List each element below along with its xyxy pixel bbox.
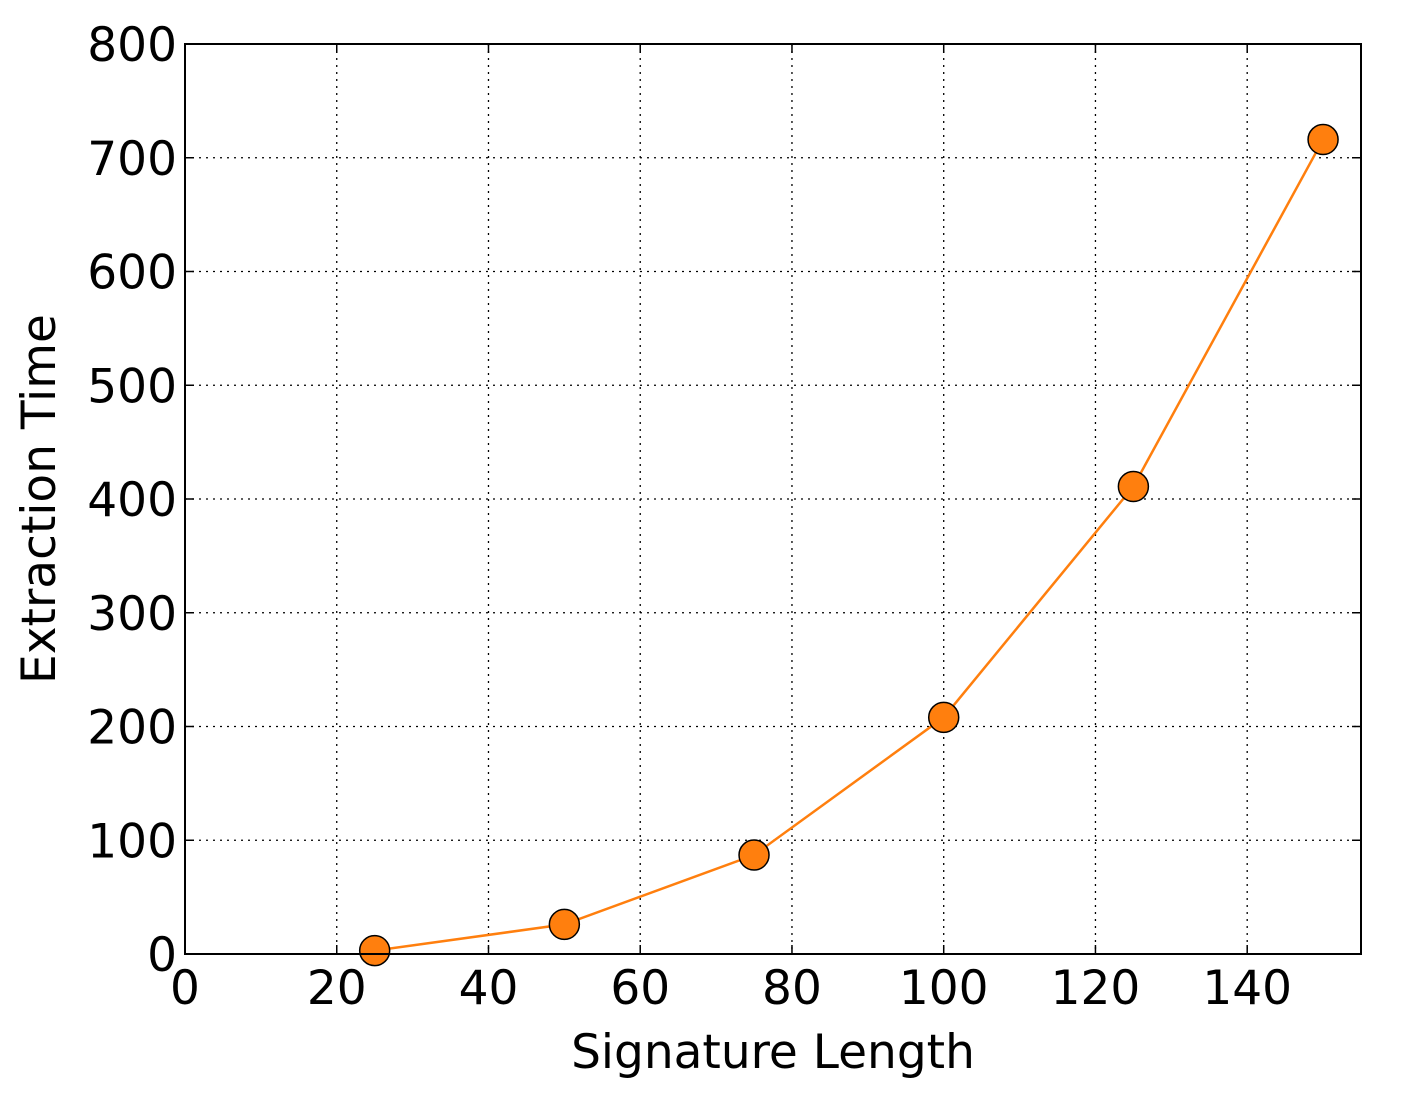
x-tick-label: 20 [307, 961, 367, 1016]
x-axis: 0 20 40 60 80 100 120 140 [170, 44, 1292, 1016]
data-point [738, 839, 770, 871]
y-tick-label: 400 [87, 473, 177, 528]
y-tick-label: 200 [87, 701, 177, 756]
x-tick-label: 0 [170, 961, 200, 1016]
grid [185, 44, 1361, 954]
data-point [927, 701, 960, 734]
y-tick-label: 100 [87, 814, 177, 869]
y-tick-label: 800 [87, 18, 177, 73]
y-axis-title: Extraction Time [12, 314, 67, 684]
x-tick-label: 140 [1202, 961, 1292, 1016]
x-tick-label: 80 [762, 961, 822, 1016]
y-tick-label: 600 [87, 246, 177, 301]
series-layer [358, 123, 1339, 967]
data-point [1307, 123, 1339, 156]
y-tick-label: 500 [87, 359, 177, 414]
x-tick-label: 100 [899, 961, 989, 1016]
x-axis-title: Signature Length [571, 1025, 975, 1080]
y-tick-label: 700 [87, 132, 177, 187]
y-tick-label: 0 [147, 928, 177, 983]
series-line [374, 138, 1325, 952]
x-tick-label: 40 [459, 961, 519, 1016]
data-point [358, 934, 391, 967]
data-point [548, 908, 581, 941]
x-tick-label: 120 [1051, 961, 1141, 1016]
x-tick-label: 60 [610, 961, 670, 1016]
y-axis: 0 100 200 300 400 500 600 700 800 [87, 18, 1361, 983]
y-tick-label: 300 [87, 587, 177, 642]
data-point [1117, 470, 1150, 503]
